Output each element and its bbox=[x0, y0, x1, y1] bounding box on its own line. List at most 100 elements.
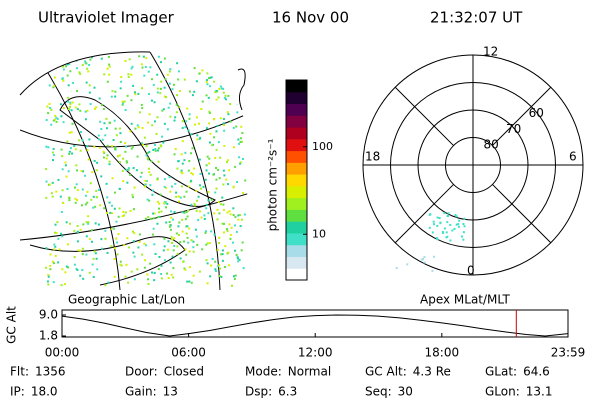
emission-pixel bbox=[62, 107, 65, 110]
emission-pixel bbox=[92, 257, 95, 260]
emission-pixel bbox=[239, 214, 242, 217]
emission-pixel bbox=[175, 103, 178, 106]
emission-pixel bbox=[178, 221, 181, 224]
emission-pixel bbox=[184, 268, 187, 271]
emission-pixel bbox=[214, 63, 217, 66]
emission-pixel bbox=[183, 159, 186, 162]
emission-pixel bbox=[122, 210, 125, 213]
emission-pixel bbox=[147, 282, 150, 285]
emission-pixel bbox=[113, 258, 116, 261]
emission-pixel bbox=[223, 265, 226, 268]
emission-pixel bbox=[71, 101, 74, 104]
emission-pixel bbox=[244, 101, 247, 104]
emission-pixel bbox=[175, 195, 178, 198]
emission-pixel bbox=[164, 96, 167, 99]
emission-pixel bbox=[52, 151, 55, 154]
emission-pixel bbox=[219, 85, 222, 88]
emission-pixel bbox=[64, 164, 67, 167]
emission-pixel bbox=[227, 94, 230, 97]
emission-pixel bbox=[54, 245, 57, 248]
emission-pixel bbox=[110, 245, 113, 248]
emission-pixel bbox=[133, 232, 136, 235]
emission-pixel bbox=[222, 203, 225, 206]
emission-pixel bbox=[147, 93, 150, 96]
emission-pixel bbox=[174, 148, 177, 151]
emission-pixel bbox=[225, 178, 228, 181]
emission-pixel bbox=[420, 258, 423, 261]
emission-pixel bbox=[187, 169, 190, 172]
emission-pixel bbox=[144, 217, 147, 220]
emission-pixel bbox=[65, 65, 68, 68]
emission-pixel bbox=[164, 201, 167, 204]
emission-pixel bbox=[93, 250, 96, 253]
emission-pixel bbox=[216, 218, 219, 221]
emission-pixel bbox=[193, 167, 196, 170]
emission-pixel bbox=[232, 214, 235, 217]
emission-pixel bbox=[141, 143, 144, 146]
emission-pixel bbox=[48, 183, 51, 186]
emission-pixel bbox=[81, 204, 84, 207]
emission-pixel bbox=[170, 273, 173, 276]
emission-pixel bbox=[73, 263, 76, 266]
emission-pixel bbox=[68, 152, 71, 155]
emission-pixel bbox=[163, 57, 166, 60]
emission-pixel bbox=[156, 73, 159, 76]
emission-pixel bbox=[227, 60, 230, 63]
emission-pixel bbox=[95, 189, 98, 192]
emission-pixel bbox=[206, 262, 209, 265]
emission-pixel bbox=[81, 253, 84, 256]
emission-pixel bbox=[202, 185, 205, 188]
emission-pixel bbox=[113, 275, 116, 278]
emission-pixel bbox=[89, 103, 92, 106]
emission-pixel bbox=[147, 70, 150, 73]
emission-pixel bbox=[152, 217, 155, 220]
emission-pixel bbox=[207, 191, 210, 194]
emission-pixel bbox=[141, 87, 144, 90]
emission-pixel bbox=[196, 243, 199, 246]
emission-pixel bbox=[228, 169, 231, 172]
emission-pixel bbox=[158, 207, 161, 210]
emission-pixel bbox=[132, 240, 135, 243]
emission-pixel bbox=[52, 119, 55, 122]
emission-pixel bbox=[188, 113, 191, 116]
plot-title: Geographic Lat/Lon bbox=[68, 293, 185, 307]
emission-pixel bbox=[219, 203, 222, 206]
emission-pixel bbox=[208, 157, 211, 160]
emission-pixel bbox=[234, 249, 237, 252]
emission-pixel bbox=[216, 248, 219, 251]
emission-pixel bbox=[177, 78, 180, 81]
emission-pixel bbox=[240, 125, 243, 128]
emission-pixel bbox=[226, 159, 229, 162]
emission-pixel bbox=[178, 200, 181, 203]
emission-pixel bbox=[80, 170, 83, 173]
emission-pixel bbox=[208, 162, 211, 165]
emission-pixel bbox=[129, 130, 132, 133]
emission-pixel bbox=[432, 220, 435, 223]
emission-pixel bbox=[153, 243, 156, 246]
emission-pixel bbox=[125, 263, 128, 266]
emission-pixel bbox=[170, 236, 173, 239]
emission-pixel bbox=[129, 173, 132, 176]
emission-pixel bbox=[228, 67, 231, 70]
emission-pixel bbox=[158, 202, 161, 205]
field-label: Mode: bbox=[245, 365, 282, 379]
emission-pixel bbox=[90, 229, 93, 232]
emission-pixel bbox=[53, 243, 56, 246]
emission-pixel bbox=[113, 227, 116, 230]
emission-pixel bbox=[227, 85, 230, 88]
emission-pixel bbox=[86, 109, 89, 112]
emission-pixel bbox=[61, 189, 64, 192]
emission-pixel bbox=[185, 253, 188, 256]
emission-pixel bbox=[227, 113, 230, 116]
emission-pixel bbox=[81, 170, 84, 173]
emission-pixel bbox=[85, 62, 88, 65]
emission-pixel bbox=[237, 138, 240, 141]
emission-pixel bbox=[104, 229, 107, 232]
emission-pixel bbox=[239, 161, 242, 164]
emission-pixel bbox=[193, 67, 196, 70]
emission-pixel bbox=[163, 122, 166, 125]
emission-pixel bbox=[218, 242, 221, 245]
emission-pixel bbox=[222, 91, 225, 94]
emission-pixel bbox=[127, 76, 130, 79]
emission-pixel bbox=[86, 67, 89, 70]
